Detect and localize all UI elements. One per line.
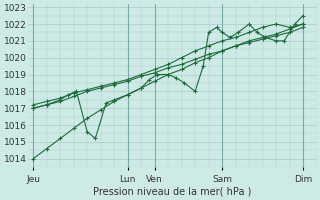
- X-axis label: Pression niveau de la mer( hPa ): Pression niveau de la mer( hPa ): [93, 187, 252, 197]
